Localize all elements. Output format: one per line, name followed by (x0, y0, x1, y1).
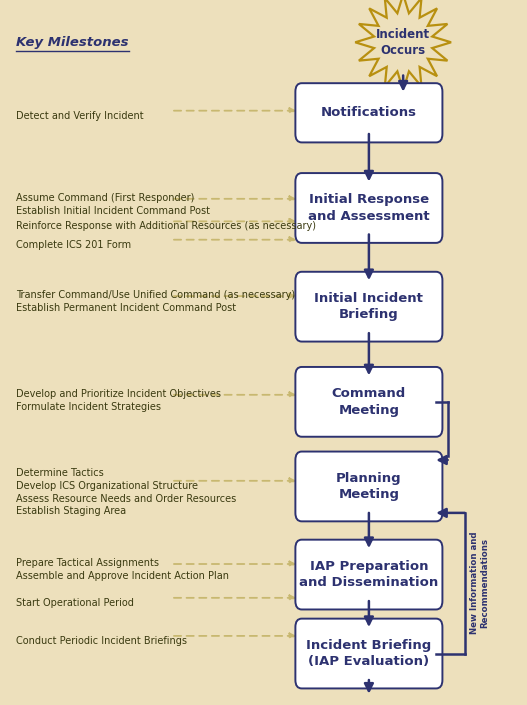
Text: Initial Incident
Briefing: Initial Incident Briefing (315, 292, 423, 321)
FancyBboxPatch shape (296, 173, 443, 243)
Text: Incident Briefing
(IAP Evaluation): Incident Briefing (IAP Evaluation) (306, 639, 432, 668)
Text: Determine Tactics: Determine Tactics (16, 468, 104, 478)
Text: IAP Preparation
and Dissemination: IAP Preparation and Dissemination (299, 560, 438, 589)
Text: Reinforce Response with Additional Resources (as necessary): Reinforce Response with Additional Resou… (16, 221, 316, 231)
Text: Conduct Periodic Incident Briefings: Conduct Periodic Incident Briefings (16, 636, 187, 646)
Text: Assemble and Approve Incident Action Plan: Assemble and Approve Incident Action Pla… (16, 571, 229, 581)
Text: Establish Initial Incident Command Post: Establish Initial Incident Command Post (16, 206, 210, 216)
Text: New Information and
Recommendations: New Information and Recommendations (470, 532, 490, 634)
Text: Assume Command (First Responder): Assume Command (First Responder) (16, 193, 194, 203)
FancyBboxPatch shape (296, 367, 443, 436)
Text: Prepare Tactical Assignments: Prepare Tactical Assignments (16, 558, 159, 568)
Text: Notifications: Notifications (321, 106, 417, 119)
Text: Develop ICS Organizational Structure: Develop ICS Organizational Structure (16, 481, 198, 491)
Polygon shape (355, 0, 451, 90)
Text: Transfer Command/Use Unified Command (as necessary): Transfer Command/Use Unified Command (as… (16, 290, 295, 300)
Text: Key Milestones: Key Milestones (16, 36, 128, 49)
Text: Planning
Meeting: Planning Meeting (336, 472, 402, 501)
FancyBboxPatch shape (296, 540, 443, 609)
Text: Complete ICS 201 Form: Complete ICS 201 Form (16, 240, 131, 250)
Text: Start Operational Period: Start Operational Period (16, 598, 134, 608)
Text: Establish Permanent Incident Command Post: Establish Permanent Incident Command Pos… (16, 303, 236, 313)
Text: Command
Meeting: Command Meeting (332, 387, 406, 417)
FancyBboxPatch shape (296, 83, 443, 142)
Text: Initial Response
and Assessment: Initial Response and Assessment (308, 193, 430, 223)
Text: Detect and Verify Incident: Detect and Verify Incident (16, 111, 143, 121)
FancyBboxPatch shape (296, 451, 443, 522)
Text: Assess Resource Needs and Order Resources: Assess Resource Needs and Order Resource… (16, 493, 236, 503)
FancyBboxPatch shape (296, 271, 443, 342)
FancyBboxPatch shape (296, 619, 443, 688)
Text: Establish Staging Area: Establish Staging Area (16, 506, 126, 516)
Text: Develop and Prioritize Incident Objectives: Develop and Prioritize Incident Objectiv… (16, 389, 221, 399)
Text: Formulate Incident Strategies: Formulate Incident Strategies (16, 402, 161, 412)
Text: Incident
Occurs: Incident Occurs (376, 27, 430, 57)
